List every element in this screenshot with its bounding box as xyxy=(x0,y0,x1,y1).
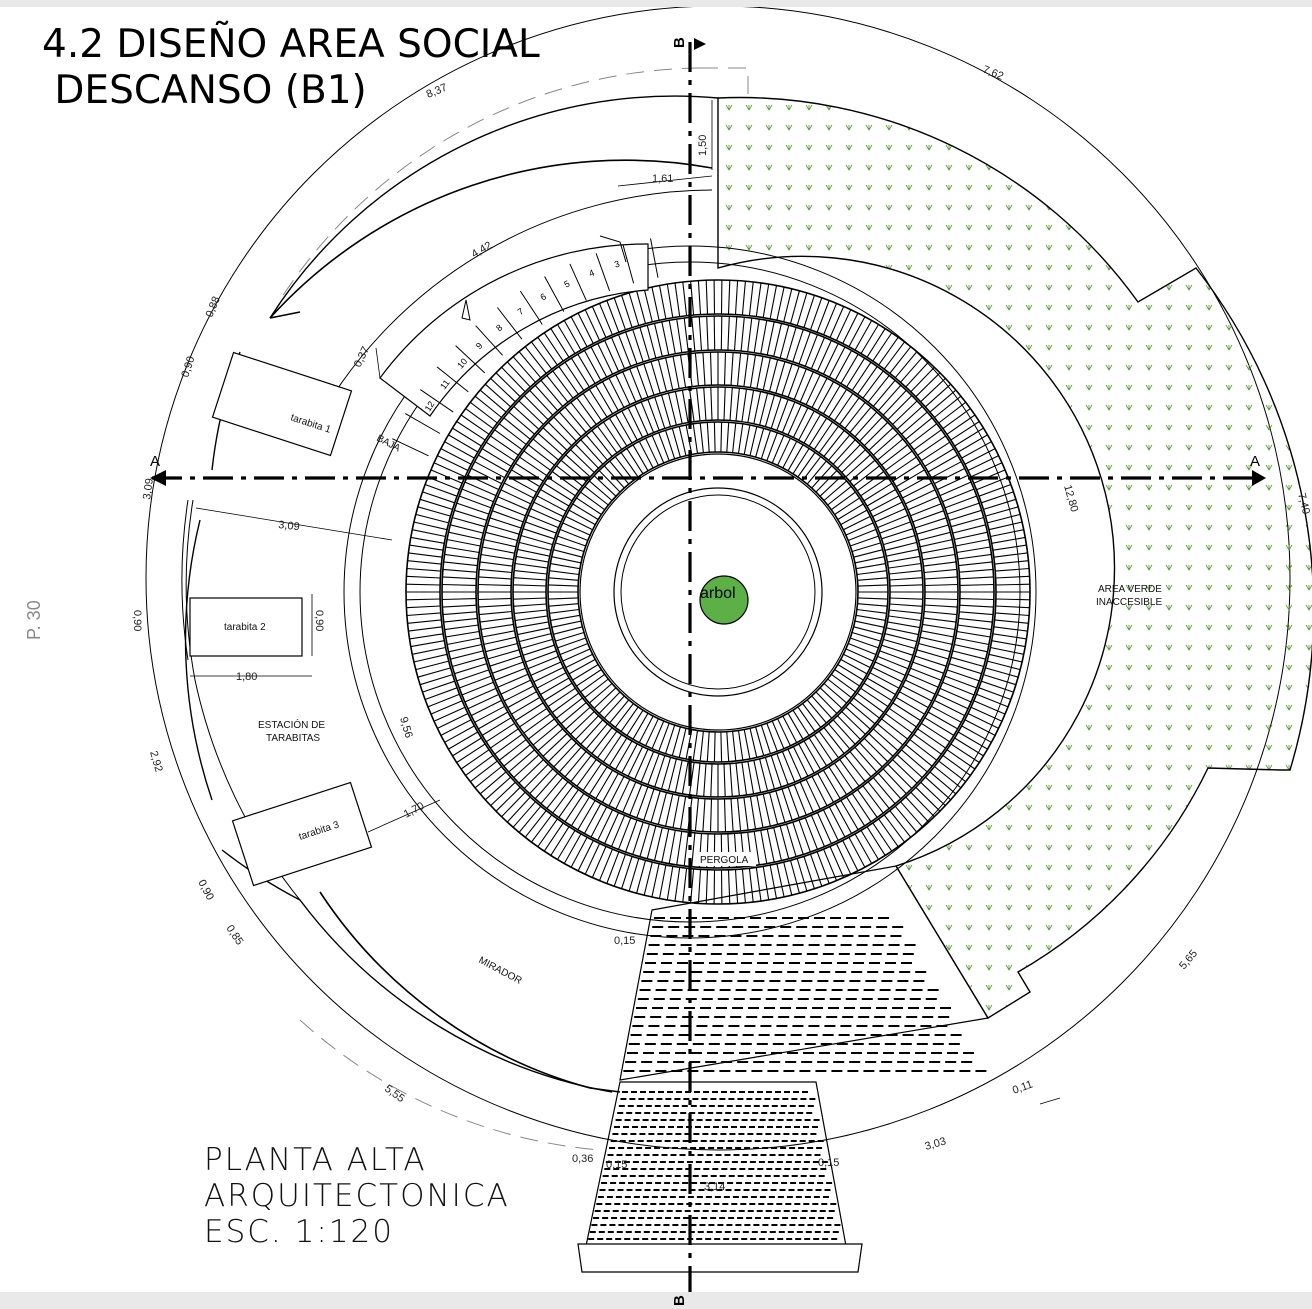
plan-caption: PLANTA ALTA ARQUITECTONICA ESC. 1:120 xyxy=(204,1142,510,1250)
pergola-rings xyxy=(405,279,1031,905)
dim-0-15-c: 0,15 xyxy=(818,1157,839,1169)
mirador-label: MIRADOR xyxy=(477,955,524,987)
dimension-lines xyxy=(190,100,1061,1105)
dim-1-50: 1,50 xyxy=(697,135,709,156)
dim-0-15-b: 0,15 xyxy=(606,1159,627,1171)
dim-0-15-a: 0,15 xyxy=(614,935,635,947)
dim-7-62: 7,62 xyxy=(981,64,1005,83)
area-verde-label-line1: AREA VERDE xyxy=(1098,584,1162,595)
mirador-wall xyxy=(269,159,713,1093)
caption-line-2: ARQUITECTONICA xyxy=(204,1178,510,1214)
section-mark-b-top: B xyxy=(671,37,688,48)
dim-0-85: 0,85 xyxy=(224,923,246,947)
stair-number: 10 xyxy=(455,356,469,370)
dim-2-92: 2,92 xyxy=(147,750,164,774)
dim-0-90-d: 0,90 xyxy=(195,878,216,903)
tree-label: arbol xyxy=(700,585,736,602)
dim-0-37: 0,37 xyxy=(352,345,372,370)
section-mark-a-right: A xyxy=(1250,453,1260,470)
pergola-label: PERGOLA xyxy=(700,855,749,866)
dim-3-03: 3,03 xyxy=(924,1135,948,1152)
planter-inner xyxy=(620,494,816,690)
dim-4-42: 4,42 xyxy=(470,239,495,260)
tarabita-2-box xyxy=(189,597,303,657)
section-mark-b-bottom: B xyxy=(671,1295,688,1306)
bottom-frame-band xyxy=(0,1292,1312,1309)
section-arrow-a-left xyxy=(150,470,166,486)
stair-number: 6 xyxy=(538,291,547,302)
stair-number: 5 xyxy=(562,279,571,290)
stair-number: 12 xyxy=(423,399,437,413)
tarabita-2-label: tarabita 2 xyxy=(224,622,266,633)
stair-number: 8 xyxy=(494,322,504,333)
pergola-label-bg xyxy=(698,852,756,866)
roof-dashed-outline xyxy=(279,67,749,1151)
dim-0-36: 0,36 xyxy=(572,1153,593,1165)
dim-1-61: 1,61 xyxy=(652,173,673,185)
caption-line-3: ESC. 1:120 xyxy=(204,1214,394,1250)
tarabita-1-box xyxy=(211,351,353,457)
dim-12-80: 12,80 xyxy=(1061,484,1080,514)
estacion-label-line2: TARABITAS xyxy=(266,733,320,744)
section-mark-a-left: A xyxy=(150,453,160,470)
area-verde-label-line2: INACCESIBLE xyxy=(1096,597,1162,608)
tree-icon xyxy=(699,575,749,625)
top-frame-band xyxy=(0,0,1312,7)
dim-5-55: 5,55 xyxy=(382,1083,406,1105)
staircase xyxy=(379,235,659,457)
green-area xyxy=(717,96,1312,1019)
estacion-label-line1: ESTACIÓN DE xyxy=(258,718,325,731)
dim-0-88: 0,88 xyxy=(204,295,223,319)
dim-7-40: 7,40 xyxy=(1295,492,1312,516)
dim-9-56: 9,56 xyxy=(397,716,414,740)
dim-0-90-c: 0,90 xyxy=(313,610,325,631)
dim-3-09-inner: 3,09 xyxy=(278,519,301,533)
dim-0-90-a: 0,90 xyxy=(179,355,197,379)
stair-number: 3 xyxy=(613,259,621,270)
stair-number: 9 xyxy=(474,340,485,351)
dim-0-90-b: 0,90 xyxy=(131,610,143,631)
section-arrow-b-bottom xyxy=(694,1296,706,1308)
dim-1-70: 1,70 xyxy=(402,800,427,821)
dim-3-09-outer: 3,09 xyxy=(141,478,156,501)
tarabita-3-box xyxy=(231,781,373,887)
section-arrow-a-right xyxy=(1252,470,1266,486)
dim-5-65: 5,65 xyxy=(1177,948,1200,972)
dim-3-14: 3,14 xyxy=(704,1181,725,1193)
dim-1-80: 1,80 xyxy=(236,671,257,683)
inner-walk-ring xyxy=(317,189,713,421)
section-arrow-b-top xyxy=(694,38,706,50)
stair-number: 4 xyxy=(587,268,595,279)
entry-ramp xyxy=(577,865,989,1273)
stair-number: 7 xyxy=(516,306,526,317)
dim-0-11: 0,11 xyxy=(1011,1078,1034,1096)
page-title: 4.2 DISEÑO AREA SOCIAL DESCANSO (B1) xyxy=(42,22,540,113)
baja-label: BAJA xyxy=(375,433,403,455)
caption-line-1: PLANTA ALTA xyxy=(204,1142,427,1178)
